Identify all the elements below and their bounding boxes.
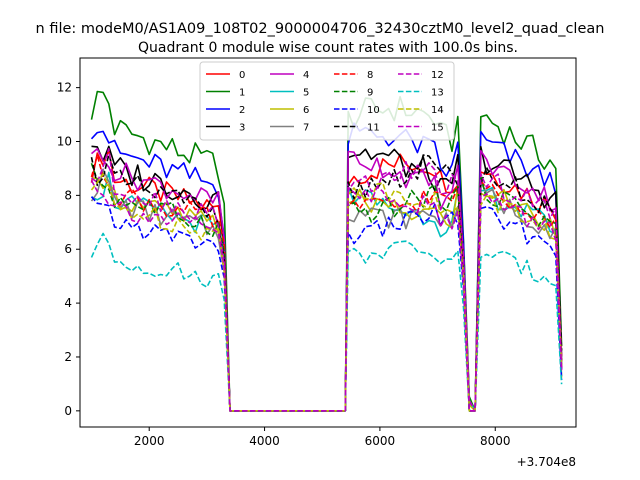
series-line-10 — [90, 196, 563, 412]
legend-label: 15 — [431, 123, 444, 134]
legend-label: 3 — [239, 123, 245, 134]
series-line-8 — [90, 154, 563, 412]
y-tick-label: 8 — [64, 188, 72, 202]
series-line-11 — [90, 153, 563, 412]
series-line-2 — [90, 122, 563, 412]
y-tick-label: 0 — [64, 404, 72, 418]
x-axis-offset-label: +3.704e8 — [517, 455, 576, 469]
series-line-6 — [91, 177, 563, 412]
legend-label: 6 — [303, 105, 309, 116]
legend-label: 2 — [239, 105, 245, 116]
legend-label: 1 — [239, 88, 245, 99]
legend-label: 13 — [431, 88, 444, 99]
x-tick-label: 4000 — [249, 434, 280, 448]
legend-label: 9 — [367, 88, 373, 99]
x-tick-label: 6000 — [365, 434, 396, 448]
figure-suptitle: n file: modeM0/AS1A09_108T02_9000004706_… — [36, 21, 605, 37]
series-layer — [90, 90, 563, 412]
legend-label: 8 — [367, 70, 373, 81]
legend-label: 11 — [367, 123, 380, 134]
legend-box — [199, 61, 455, 141]
x-axis: 2000 4000 6000 8000 — [134, 427, 511, 448]
legend-label: 4 — [303, 70, 309, 81]
legend-label: 7 — [303, 123, 309, 134]
series-line-13 — [90, 232, 563, 412]
y-tick-label: 6 — [64, 242, 72, 256]
axes-frame — [79, 57, 577, 428]
series-line-15 — [90, 180, 563, 412]
x-tick-label: 2000 — [134, 434, 165, 448]
series-line-12 — [91, 148, 563, 412]
y-tick-label: 2 — [64, 350, 72, 364]
y-tick-label: 4 — [64, 296, 72, 310]
legend-label: 10 — [367, 105, 380, 116]
y-tick-label: 10 — [57, 134, 72, 148]
legend-label: 0 — [239, 70, 245, 81]
y-axis: 0 2 4 6 8 10 12 — [57, 81, 80, 418]
chart-title: Quadrant 0 module wise count rates with … — [138, 40, 518, 56]
y-tick-label: 12 — [57, 81, 72, 95]
x-tick-label: 8000 — [480, 434, 511, 448]
legend-label: 14 — [431, 105, 444, 116]
legend-label: 12 — [431, 70, 444, 81]
legend-label: 5 — [303, 88, 309, 99]
